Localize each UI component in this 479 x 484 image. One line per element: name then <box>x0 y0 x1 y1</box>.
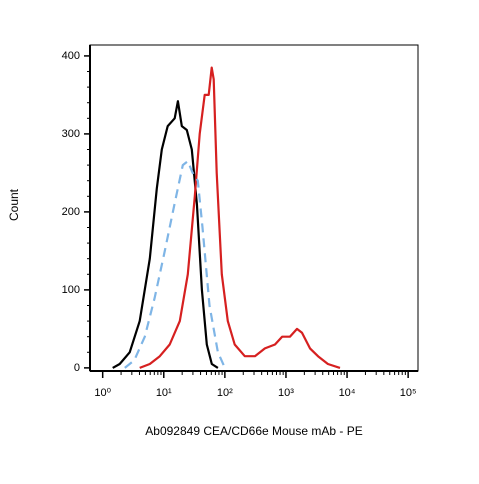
x-axis-label: Ab092849 CEA/CD66e Mouse mAb - PE <box>145 424 362 438</box>
x-tick-label: 10² <box>217 387 233 399</box>
x-tick-label: 10⁴ <box>339 387 356 399</box>
y-tick-label: 400 <box>62 50 80 62</box>
y-tick-label: 0 <box>74 362 80 374</box>
y-tick-label: 300 <box>62 128 80 140</box>
y-tick-label: 100 <box>62 284 80 296</box>
x-tick-label: 10³ <box>278 387 294 399</box>
histogram-line <box>139 66 341 369</box>
y-axis-label: Count <box>7 188 21 221</box>
histogram-line <box>112 100 219 369</box>
y-tick-label: 200 <box>62 206 80 218</box>
x-tick-label: 10⁰ <box>94 387 111 399</box>
x-tick-label: 10⁵ <box>400 387 417 399</box>
histogram-line <box>124 160 226 369</box>
x-tick-label: 10¹ <box>156 387 172 399</box>
